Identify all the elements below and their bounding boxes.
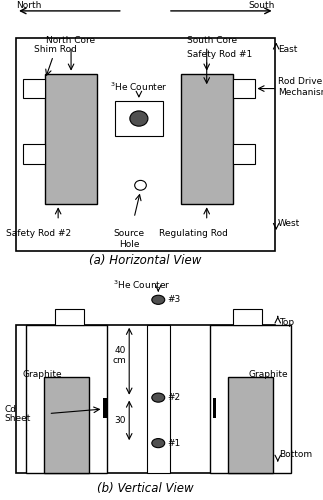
Text: Safety Rod #1: Safety Rod #1: [187, 50, 253, 58]
Text: Hole: Hole: [119, 240, 140, 249]
Text: Graphite: Graphite: [248, 370, 288, 380]
Text: East: East: [278, 44, 297, 54]
Bar: [147, 325, 170, 472]
Text: (b) Vertical View: (b) Vertical View: [97, 482, 194, 495]
Bar: [16, 325, 275, 472]
Bar: [228, 377, 273, 472]
Text: Cd: Cd: [5, 404, 17, 413]
Text: Source: Source: [114, 229, 145, 238]
Text: North Core: North Core: [47, 36, 96, 45]
Bar: [181, 74, 233, 204]
Text: South Core: South Core: [187, 36, 237, 45]
Bar: [210, 325, 291, 472]
Text: Bottom: Bottom: [279, 450, 313, 459]
Bar: [16, 38, 275, 250]
Text: cm: cm: [112, 356, 126, 364]
Circle shape: [135, 180, 146, 190]
Bar: [233, 144, 255, 164]
Text: $^{3}$He Counter: $^{3}$He Counter: [113, 279, 171, 291]
Circle shape: [152, 393, 165, 402]
Bar: [115, 101, 163, 136]
Bar: [233, 79, 255, 98]
Text: Shim Rod: Shim Rod: [34, 46, 77, 54]
Text: Regulating Rod: Regulating Rod: [159, 229, 228, 238]
Bar: [45, 74, 97, 204]
Bar: [23, 79, 45, 98]
Bar: [55, 309, 84, 325]
Text: #3: #3: [167, 296, 181, 304]
Text: Top: Top: [279, 318, 295, 327]
Bar: [103, 398, 107, 418]
Text: South: South: [248, 0, 275, 10]
Text: Sheet: Sheet: [5, 414, 31, 422]
Bar: [233, 309, 262, 325]
Text: North: North: [16, 0, 42, 10]
Text: 30: 30: [114, 416, 126, 425]
Bar: [44, 377, 89, 472]
Text: 40: 40: [115, 346, 126, 356]
Text: (a) Horizontal View: (a) Horizontal View: [89, 254, 202, 267]
Text: Graphite: Graphite: [22, 370, 62, 380]
Circle shape: [130, 111, 148, 126]
Bar: [213, 398, 216, 418]
Text: West: West: [278, 219, 300, 228]
Bar: [26, 325, 107, 472]
Text: $^{3}$He Counter: $^{3}$He Counter: [110, 80, 167, 92]
Text: Rod Drive: Rod Drive: [278, 77, 322, 86]
Bar: [23, 144, 45, 164]
Text: Mechanism: Mechanism: [278, 88, 323, 96]
Text: Safety Rod #2: Safety Rod #2: [6, 229, 71, 238]
Text: #1: #1: [167, 438, 181, 448]
Circle shape: [152, 438, 165, 448]
Circle shape: [152, 295, 165, 304]
Text: #2: #2: [167, 393, 181, 402]
